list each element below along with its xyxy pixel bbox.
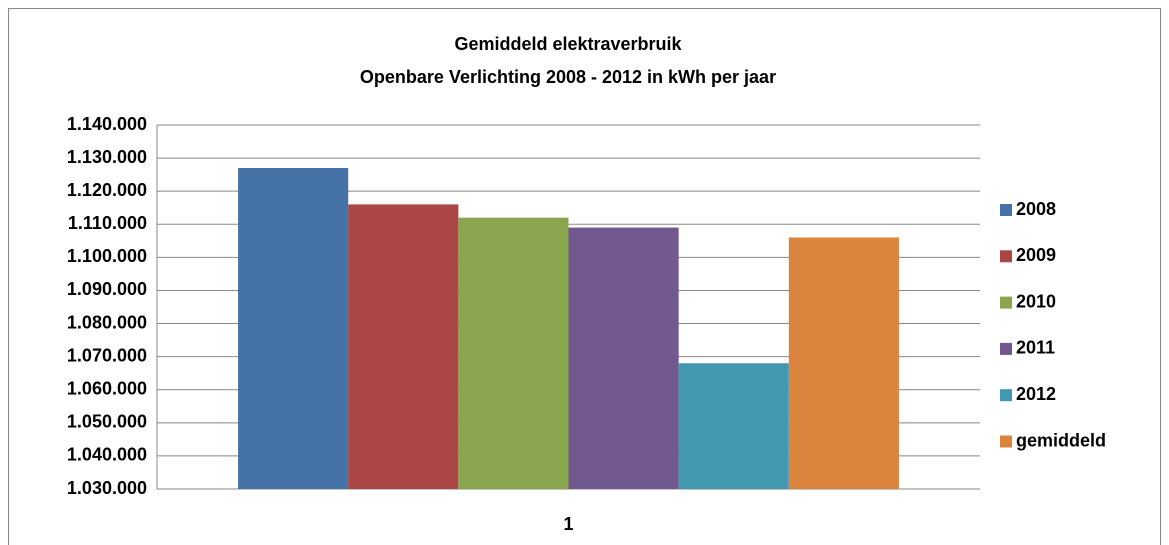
y-tick-label: 1.130.000	[67, 147, 147, 167]
legend-swatch	[1000, 342, 1012, 355]
legend-swatch	[1000, 389, 1012, 402]
y-tick-label: 1.110.000	[68, 213, 147, 233]
y-tick-label: 1.140.000	[67, 114, 147, 134]
y-tick-label: 1.060.000	[67, 378, 147, 398]
legend-label: 2009	[1016, 245, 1056, 265]
legend-label: 2008	[1016, 199, 1056, 219]
legend-swatch	[1000, 204, 1012, 216]
legend-swatch	[1000, 435, 1012, 448]
chart-subtitle: Openbare Verlichting 2008 - 2012 in kWh …	[360, 67, 776, 87]
y-tick-label: 1.100.000	[67, 246, 147, 266]
legend-label: 2012	[1016, 384, 1056, 404]
bar	[458, 217, 569, 489]
bar	[678, 363, 789, 489]
legend-label: 2010	[1016, 291, 1056, 311]
legend-swatch	[1000, 250, 1012, 263]
bar	[238, 168, 349, 489]
y-tick-label: 1.030.000	[67, 478, 147, 498]
legend-label: gemiddeld	[1016, 430, 1106, 450]
y-tick-label: 1.050.000	[67, 412, 147, 432]
y-tick-label: 1.120.000	[67, 180, 147, 200]
x-tick-label: 1	[563, 514, 573, 534]
legend-label: 2011	[1016, 338, 1055, 358]
bar	[348, 204, 459, 489]
chart-title: Gemiddeld elektraverbruik	[454, 34, 682, 54]
y-tick-label: 1.070.000	[67, 345, 147, 365]
legend-swatch	[1000, 296, 1012, 309]
y-tick-label: 1.090.000	[67, 279, 147, 299]
y-tick-label: 1.040.000	[67, 445, 147, 465]
bar	[788, 237, 899, 489]
y-tick-label: 1.080.000	[67, 312, 147, 332]
bar	[568, 227, 679, 489]
